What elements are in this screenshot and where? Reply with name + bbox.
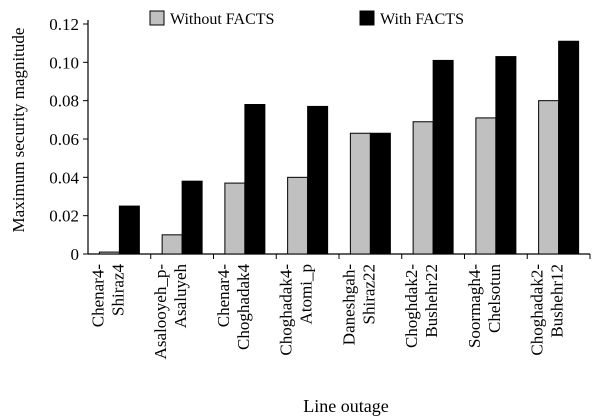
x-tick-label: Shiraz4 bbox=[108, 264, 127, 316]
bar-without-facts bbox=[349, 132, 371, 255]
bars bbox=[98, 40, 580, 255]
x-tick-label: Shiraz22 bbox=[359, 264, 378, 324]
bar-with-facts bbox=[432, 59, 454, 255]
x-tick-label: Chenar4- bbox=[88, 264, 107, 328]
y-tick-label: 0.08 bbox=[49, 92, 79, 111]
x-tick-label: Choghadak4 bbox=[234, 264, 253, 350]
y-tick-label: 0.10 bbox=[49, 53, 79, 72]
y-tick-label: 0 bbox=[71, 245, 80, 264]
legend-label: Without FACTS bbox=[170, 11, 274, 28]
bar-with-facts bbox=[558, 40, 580, 255]
x-tick-label: Chelsotun bbox=[485, 264, 504, 333]
x-axis-labels: Chenar4- Shiraz4 Asalooyeh_p- Asaluyeh Chena… bbox=[88, 264, 566, 360]
x-tick-label: Choghadak2- bbox=[528, 264, 547, 356]
x-tick-label: Bushehr22 bbox=[422, 264, 441, 338]
bar-without-facts bbox=[224, 182, 246, 255]
bar-with-facts bbox=[244, 104, 266, 255]
bar-with-facts bbox=[369, 132, 391, 255]
x-tick-label: Asalooyeh_p- bbox=[151, 264, 170, 360]
y-tick-label: 0.12 bbox=[49, 15, 79, 34]
y-axis-label: Maximum security magnitude bbox=[9, 28, 28, 233]
x-tick-label: Choghadak4- bbox=[277, 264, 296, 356]
bar-without-facts bbox=[287, 176, 309, 255]
x-tick-label: Bushehr12 bbox=[548, 264, 567, 338]
x-tick-label: Asaluyeh bbox=[171, 264, 190, 329]
bar-without-facts bbox=[538, 100, 560, 255]
legend-label: With FACTS bbox=[380, 11, 464, 28]
bar-without-facts bbox=[98, 251, 120, 255]
legend-swatch bbox=[149, 10, 165, 26]
x-tick-label: Soormagh4- bbox=[465, 264, 484, 348]
y-tick-label: 0.04 bbox=[49, 168, 79, 187]
bar-without-facts bbox=[412, 121, 434, 255]
bar-with-facts bbox=[495, 56, 517, 255]
bar-with-facts bbox=[307, 105, 329, 255]
legend: Without FACTS With FACTS bbox=[149, 10, 464, 28]
x-tick-label: Daneshgah- bbox=[339, 264, 358, 346]
y-axis-ticks: 0 0.02 0.04 0.06 0.08 0.10 0.12 bbox=[49, 15, 88, 264]
x-tick-label: Atomi_p bbox=[297, 264, 316, 324]
bar-with-facts bbox=[118, 205, 140, 255]
x-tick-label: Chenar4- bbox=[214, 264, 233, 328]
y-tick-label: 0.02 bbox=[49, 207, 79, 226]
x-tick-label: Choghdak2- bbox=[402, 264, 421, 348]
legend-swatch bbox=[359, 10, 375, 26]
x-axis-label: Line outage bbox=[303, 396, 388, 416]
bar-with-facts bbox=[181, 180, 203, 255]
bar-without-facts bbox=[161, 234, 183, 255]
bar-without-facts bbox=[475, 117, 497, 255]
y-tick-label: 0.06 bbox=[49, 130, 79, 149]
